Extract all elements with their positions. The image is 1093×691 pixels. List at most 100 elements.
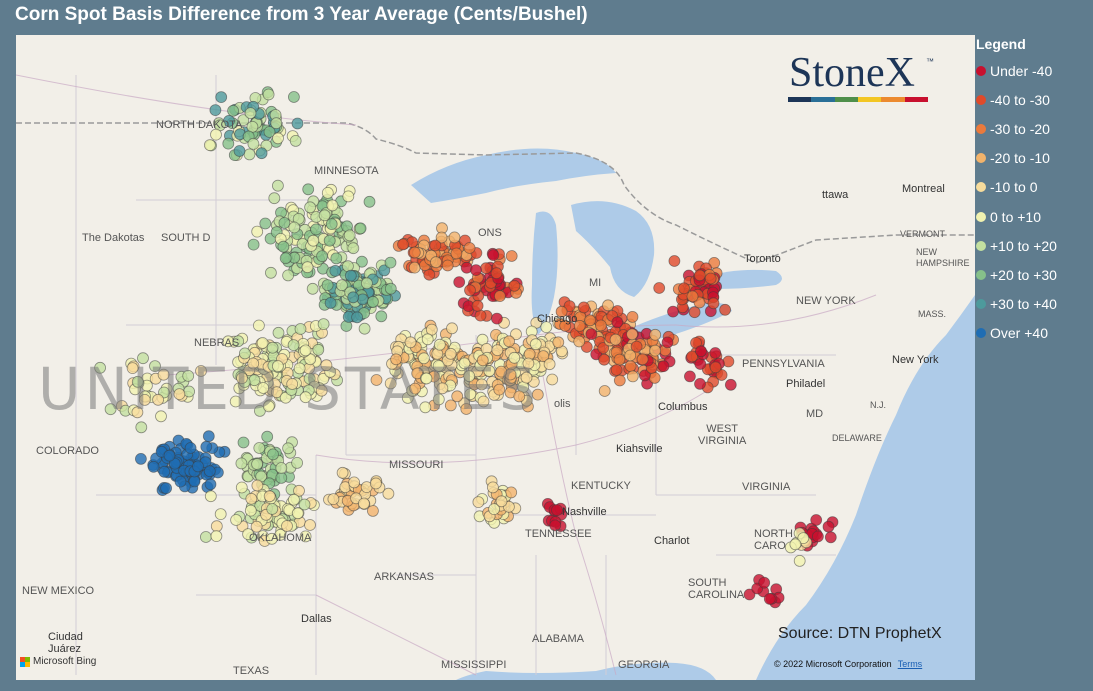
- basis-dot[interactable]: [626, 328, 638, 341]
- basis-dot[interactable]: [351, 311, 364, 324]
- basis-dot[interactable]: [639, 369, 651, 382]
- basis-dot[interactable]: [464, 284, 476, 297]
- basis-dot[interactable]: [487, 249, 500, 262]
- basis-dot[interactable]: [272, 326, 285, 339]
- basis-dot[interactable]: [262, 400, 275, 413]
- basis-dot[interactable]: [236, 372, 248, 385]
- basis-dot[interactable]: [419, 401, 432, 414]
- basis-dot[interactable]: [192, 460, 204, 473]
- basis-dot[interactable]: [474, 309, 487, 322]
- basis-dot[interactable]: [348, 476, 361, 489]
- basis-dot[interactable]: [94, 361, 106, 374]
- basis-dot[interactable]: [306, 282, 319, 295]
- basis-dot[interactable]: [446, 322, 458, 335]
- basis-dot[interactable]: [137, 352, 149, 365]
- basis-dot[interactable]: [537, 350, 550, 363]
- basis-dot[interactable]: [307, 234, 320, 247]
- basis-dot[interactable]: [163, 449, 176, 462]
- basis-dot[interactable]: [157, 368, 170, 381]
- basis-dot[interactable]: [704, 272, 717, 285]
- basis-dot[interactable]: [259, 217, 272, 230]
- basis-dot[interactable]: [152, 393, 165, 406]
- basis-dot[interactable]: [444, 399, 457, 412]
- basis-dot[interactable]: [135, 452, 147, 465]
- basis-dot[interactable]: [630, 340, 643, 353]
- basis-dot[interactable]: [378, 264, 391, 277]
- map-canvas[interactable]: UNITED STATES NORTH DAKOTA MINNESOTA The…: [16, 35, 975, 680]
- basis-dot[interactable]: [824, 531, 837, 544]
- basis-dot[interactable]: [271, 179, 284, 192]
- basis-dot[interactable]: [329, 264, 342, 277]
- basis-dot[interactable]: [653, 282, 666, 294]
- basis-dot[interactable]: [432, 393, 445, 406]
- basis-dot[interactable]: [251, 458, 264, 470]
- basis-dot[interactable]: [475, 378, 488, 391]
- basis-dot[interactable]: [275, 471, 288, 484]
- basis-dot[interactable]: [238, 347, 251, 360]
- basis-dot[interactable]: [695, 345, 707, 358]
- basis-dot[interactable]: [490, 312, 503, 325]
- basis-dot[interactable]: [563, 300, 576, 313]
- basis-dot[interactable]: [182, 369, 195, 382]
- basis-dot[interactable]: [245, 492, 258, 505]
- basis-dot[interactable]: [613, 353, 626, 366]
- basis-dot[interactable]: [602, 299, 614, 312]
- basis-dot[interactable]: [429, 239, 442, 252]
- basis-dot[interactable]: [595, 319, 607, 332]
- legend-item[interactable]: +10 to +20: [976, 231, 1088, 260]
- basis-dot[interactable]: [237, 436, 250, 449]
- legend-item[interactable]: -40 to -30: [976, 85, 1088, 114]
- basis-dot[interactable]: [390, 353, 403, 366]
- basis-dot[interactable]: [244, 504, 257, 517]
- basis-dot[interactable]: [529, 338, 542, 351]
- basis-dot[interactable]: [472, 496, 485, 509]
- basis-dot[interactable]: [215, 91, 228, 103]
- basis-dot[interactable]: [298, 498, 311, 511]
- basis-dot[interactable]: [253, 442, 266, 454]
- basis-dot[interactable]: [549, 519, 562, 532]
- basis-dot[interactable]: [263, 490, 276, 503]
- basis-dot[interactable]: [281, 520, 293, 532]
- basis-dot[interactable]: [488, 503, 501, 516]
- legend-item[interactable]: Over +40: [976, 319, 1088, 348]
- basis-dot[interactable]: [354, 222, 367, 235]
- basis-dot[interactable]: [242, 528, 255, 541]
- basis-dot[interactable]: [709, 361, 722, 374]
- basis-dot[interactable]: [384, 256, 397, 269]
- basis-dot[interactable]: [251, 225, 264, 238]
- basis-dot[interactable]: [200, 440, 213, 453]
- legend-item[interactable]: 0 to +10: [976, 202, 1088, 231]
- basis-dot[interactable]: [491, 344, 504, 357]
- basis-dot[interactable]: [822, 520, 835, 533]
- basis-dot[interactable]: [464, 388, 477, 401]
- basis-dot[interactable]: [758, 576, 771, 589]
- basis-dot[interactable]: [715, 369, 728, 381]
- basis-dot[interactable]: [282, 442, 295, 455]
- basis-dot[interactable]: [173, 388, 186, 401]
- basis-dot[interactable]: [657, 360, 670, 373]
- basis-dot[interactable]: [648, 371, 661, 384]
- basis-dot[interactable]: [450, 247, 463, 260]
- basis-dot[interactable]: [261, 430, 274, 443]
- basis-dot[interactable]: [188, 475, 201, 488]
- basis-dot[interactable]: [421, 333, 434, 346]
- basis-dot[interactable]: [318, 209, 331, 222]
- basis-dot[interactable]: [709, 347, 722, 359]
- basis-dot[interactable]: [555, 305, 568, 318]
- basis-dot[interactable]: [510, 328, 522, 341]
- basis-dot[interactable]: [235, 481, 248, 494]
- basis-dot[interactable]: [384, 282, 397, 295]
- basis-dot[interactable]: [598, 385, 611, 397]
- basis-dot[interactable]: [453, 276, 466, 289]
- basis-dot[interactable]: [222, 137, 235, 150]
- basis-dot[interactable]: [493, 290, 506, 303]
- basis-dot[interactable]: [204, 490, 217, 503]
- basis-dot[interactable]: [463, 370, 476, 383]
- basis-dot[interactable]: [508, 351, 521, 364]
- basis-dot[interactable]: [299, 530, 312, 543]
- basis-dot[interactable]: [287, 493, 300, 506]
- basis-dot[interactable]: [409, 382, 422, 395]
- basis-dot[interactable]: [126, 362, 139, 375]
- basis-dot[interactable]: [513, 390, 526, 403]
- basis-dot[interactable]: [335, 279, 348, 292]
